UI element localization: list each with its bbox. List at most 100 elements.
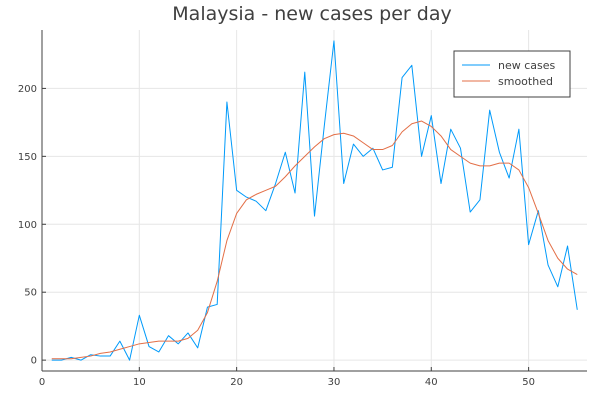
data-point	[304, 156, 305, 157]
data-point	[450, 129, 451, 130]
data-point	[158, 351, 159, 352]
data-point	[256, 194, 257, 195]
data-point	[236, 190, 237, 191]
data-point	[61, 360, 62, 361]
data-point	[499, 163, 500, 164]
data-point	[411, 123, 412, 124]
data-point	[440, 135, 441, 136]
data-point	[178, 341, 179, 342]
series-line	[51, 40, 578, 361]
data-point	[100, 355, 101, 356]
data-point	[489, 110, 490, 111]
data-point	[207, 312, 208, 313]
x-tick-label: 0	[39, 377, 45, 388]
data-point	[246, 197, 247, 198]
data-point	[275, 183, 276, 184]
data-point	[158, 341, 159, 342]
data-point	[256, 201, 257, 202]
data-point	[343, 183, 344, 184]
data-point	[450, 149, 451, 150]
data-point	[324, 126, 325, 127]
series-0	[51, 40, 578, 361]
data-point	[217, 304, 218, 305]
data-point	[528, 244, 529, 245]
data-point	[265, 190, 266, 191]
data-point	[421, 156, 422, 157]
axes-layer: 0 10 20 30 40 50 0 50 100 150 200	[18, 30, 587, 388]
data-point	[547, 240, 548, 241]
data-point	[71, 357, 72, 358]
data-point	[139, 343, 140, 344]
data-point	[294, 192, 295, 193]
legend-label: smoothed	[498, 75, 553, 88]
series-layer	[51, 40, 578, 361]
y-tick-label: 200	[18, 84, 37, 95]
data-point	[285, 152, 286, 153]
x-tick-label: 10	[133, 377, 146, 388]
data-point	[401, 77, 402, 78]
data-point	[129, 360, 130, 361]
data-point	[577, 309, 578, 310]
data-point	[119, 341, 120, 342]
data-point	[207, 307, 208, 308]
data-point	[333, 134, 334, 135]
data-point	[470, 211, 471, 212]
data-point	[51, 358, 52, 359]
y-tick-label: 50	[24, 288, 37, 299]
data-point	[353, 144, 354, 145]
data-point	[460, 148, 461, 149]
data-point	[557, 286, 558, 287]
data-point	[382, 169, 383, 170]
legend-box	[453, 50, 571, 98]
y-tick-label: 0	[31, 356, 37, 367]
data-point	[372, 148, 373, 149]
data-point	[90, 354, 91, 355]
data-point	[577, 274, 578, 275]
data-point	[538, 213, 539, 214]
series-line	[51, 120, 578, 360]
data-point	[304, 72, 305, 73]
data-point	[557, 258, 558, 259]
data-point	[90, 355, 91, 356]
data-point	[110, 355, 111, 356]
data-point	[518, 169, 519, 170]
data-point	[518, 129, 519, 130]
legend-label: new cases	[498, 59, 556, 72]
data-point	[401, 131, 402, 132]
data-point	[431, 126, 432, 127]
data-point	[382, 149, 383, 150]
data-point	[217, 281, 218, 282]
x-tick-label: 20	[230, 377, 243, 388]
data-point	[392, 145, 393, 146]
data-point	[411, 65, 412, 66]
data-point	[509, 177, 510, 178]
data-point	[324, 138, 325, 139]
data-point	[148, 342, 149, 343]
data-point	[343, 133, 344, 134]
data-point	[567, 245, 568, 246]
data-point	[119, 349, 120, 350]
data-point	[392, 167, 393, 168]
data-point	[265, 210, 266, 211]
data-point	[197, 347, 198, 348]
data-point	[226, 101, 227, 102]
y-tick-label: 100	[18, 220, 37, 231]
data-point	[333, 40, 334, 41]
data-point	[479, 165, 480, 166]
y-tick-label: 150	[18, 152, 37, 163]
data-point	[285, 176, 286, 177]
data-point	[139, 315, 140, 316]
data-point	[187, 338, 188, 339]
data-point	[226, 240, 227, 241]
data-point	[421, 120, 422, 121]
data-point	[499, 152, 500, 153]
data-point	[168, 341, 169, 342]
data-point	[148, 346, 149, 347]
data-point	[470, 163, 471, 164]
x-tick-label: 50	[522, 377, 535, 388]
data-point	[61, 358, 62, 359]
data-point	[353, 135, 354, 136]
data-point	[187, 332, 188, 333]
x-tick-label: 40	[425, 377, 438, 388]
